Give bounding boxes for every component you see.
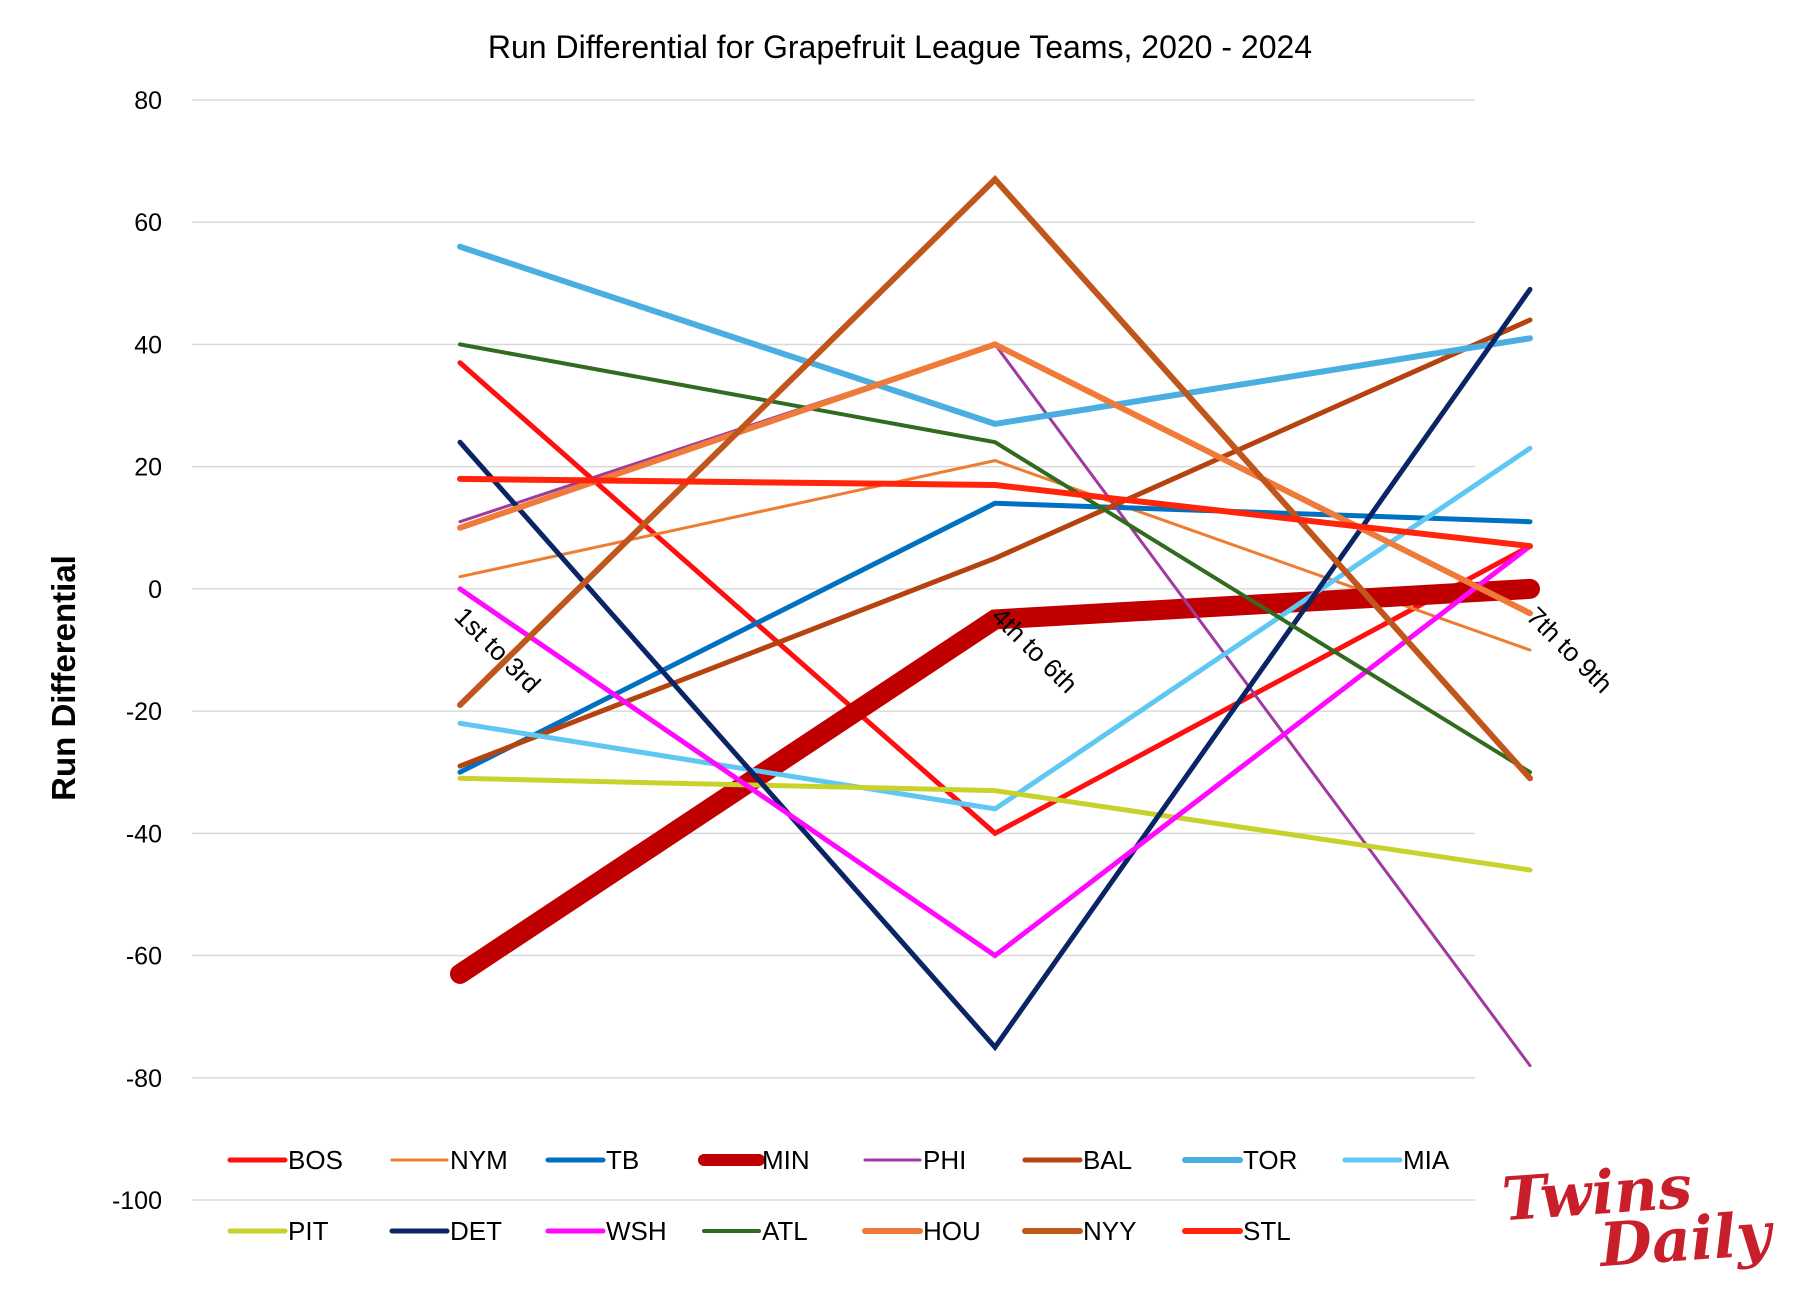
series-line-tor <box>457 243 1533 427</box>
series-line-mia <box>457 445 1533 812</box>
legend-label-min: MIN <box>762 1145 810 1175</box>
chart-title: Run Differential for Grapefruit League T… <box>488 29 1312 65</box>
y-axis-label: Run Differential <box>45 555 82 801</box>
y-axis-ticks: 80 60 40 20 0 -20 -40 -60 -80 -100 <box>112 87 162 1215</box>
legend: BOS NYM TB MIN PHI BAL TOR MIA PIT DET WSH ATL HOU NY… <box>227 1145 1450 1246</box>
series-line-stl <box>457 475 1533 550</box>
y-tick-label: -20 <box>126 698 162 726</box>
y-tick-label: 0 <box>148 576 162 604</box>
gridlines <box>192 99 1475 1201</box>
y-tick-label: -80 <box>126 1065 162 1093</box>
legend-label-nym: NYM <box>450 1145 508 1175</box>
logo-text-daily: Daily <box>1596 1199 1778 1281</box>
y-tick-label: 40 <box>134 331 162 359</box>
legend-label-wsh: WSH <box>606 1216 667 1246</box>
series-line-atl <box>458 342 1532 775</box>
legend-label-hou: HOU <box>923 1216 981 1246</box>
y-tick-label: -100 <box>112 1187 162 1215</box>
legend-label-tor: TOR <box>1243 1145 1297 1175</box>
x-category-label: 7th to 9th <box>1521 601 1619 699</box>
twins-daily-logo: Twins Daily <box>1500 1152 1778 1281</box>
legend-label-det: DET <box>450 1216 502 1246</box>
series-lines <box>450 175 1540 1068</box>
legend-label-pit: PIT <box>288 1216 329 1246</box>
y-tick-label: 60 <box>134 209 162 237</box>
y-tick-label: -40 <box>126 820 162 848</box>
legend-label-atl: ATL <box>762 1216 808 1246</box>
y-tick-label: -60 <box>126 943 162 971</box>
series-line-bal <box>457 317 1533 769</box>
legend-label-mia: MIA <box>1403 1145 1450 1175</box>
legend-label-phi: PHI <box>923 1145 966 1175</box>
legend-label-bal: BAL <box>1083 1145 1132 1175</box>
series-line-tb <box>457 500 1533 775</box>
logo-text-twins: Twins <box>1500 1152 1694 1235</box>
y-tick-label: 80 <box>134 87 162 115</box>
legend-label-bos: BOS <box>288 1145 343 1175</box>
series-line-min <box>450 578 1540 984</box>
series-line-det <box>457 286 1533 1052</box>
legend-label-tb: TB <box>606 1145 639 1175</box>
series-line-nyy <box>457 175 1533 782</box>
y-tick-label: 20 <box>134 454 162 482</box>
legend-label-stl: STL <box>1243 1216 1291 1246</box>
series-line-pit <box>457 775 1533 873</box>
series-line-nym <box>458 459 1532 652</box>
series-line-wsh <box>457 543 1533 959</box>
legend-label-nyy: NYY <box>1083 1216 1136 1246</box>
series-line-bos <box>457 360 1533 837</box>
